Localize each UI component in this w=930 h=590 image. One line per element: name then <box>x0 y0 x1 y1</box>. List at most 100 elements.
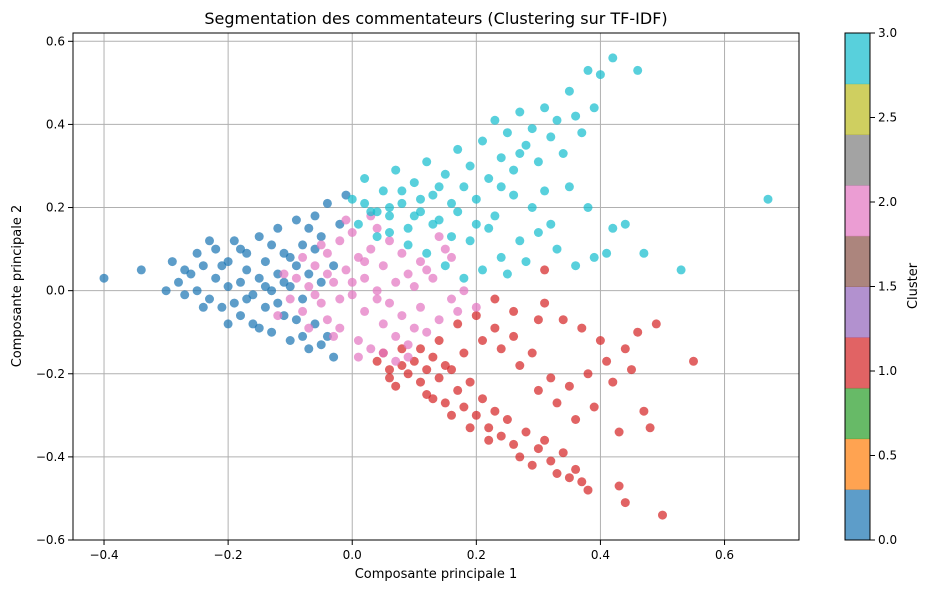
data-point-cluster-0 <box>322 198 332 208</box>
data-point-cluster-1 <box>620 498 630 508</box>
data-point-cluster-3 <box>459 182 469 192</box>
data-point-cluster-3 <box>527 124 537 134</box>
data-point-cluster-3 <box>447 198 456 208</box>
data-point-cluster-1 <box>403 369 413 379</box>
data-point-cluster-2 <box>378 261 388 271</box>
data-point-cluster-1 <box>385 365 394 375</box>
data-point-cluster-3 <box>347 194 357 204</box>
x-tick-label: 0.6 <box>715 548 734 562</box>
data-point-cluster-1 <box>540 435 550 445</box>
data-point-cluster-3 <box>608 53 618 63</box>
data-point-cluster-3 <box>589 103 599 113</box>
x-axis-ticks: −0.4 −0.2 0.0 0.2 0.4 0.6 <box>89 540 734 562</box>
colorbar-segment <box>845 438 870 490</box>
data-point-cluster-3 <box>422 157 432 167</box>
data-point-cluster-2 <box>316 298 326 308</box>
data-point-cluster-1 <box>440 398 450 408</box>
data-point-cluster-3 <box>552 115 562 125</box>
data-point-cluster-3 <box>490 115 500 125</box>
data-point-cluster-3 <box>385 228 394 237</box>
data-point-cluster-2 <box>285 294 295 304</box>
data-point-cluster-0 <box>291 261 301 271</box>
data-point-cluster-3 <box>453 144 463 154</box>
data-point-cluster-2 <box>385 298 394 308</box>
data-point-cluster-1 <box>490 323 500 333</box>
data-point-cluster-2 <box>378 319 388 329</box>
data-point-cluster-3 <box>633 65 643 75</box>
data-point-cluster-3 <box>453 207 463 217</box>
data-point-cluster-3 <box>416 194 425 204</box>
data-point-cluster-1 <box>552 398 562 408</box>
data-point-cluster-2 <box>416 257 425 267</box>
data-point-cluster-3 <box>459 273 469 283</box>
data-point-cluster-3 <box>509 165 519 175</box>
data-point-cluster-1 <box>453 385 463 395</box>
data-point-cluster-0 <box>236 244 245 254</box>
data-point-cluster-0 <box>211 273 221 283</box>
data-point-cluster-0 <box>174 277 183 287</box>
data-point-cluster-3 <box>440 261 450 271</box>
colorbar-tick-label: 3.0 <box>878 26 897 40</box>
data-point-cluster-0 <box>254 273 264 283</box>
data-point-cluster-1 <box>391 381 401 391</box>
data-point-cluster-2 <box>335 294 345 304</box>
data-point-cluster-3 <box>397 186 407 196</box>
data-point-cluster-1 <box>527 348 537 358</box>
data-point-cluster-0 <box>285 336 295 345</box>
data-point-cluster-1 <box>540 265 550 275</box>
x-tick-label: 0.2 <box>467 548 486 562</box>
data-point-cluster-2 <box>353 352 363 362</box>
data-point-cluster-0 <box>322 331 332 341</box>
data-point-cluster-2 <box>434 232 444 242</box>
data-point-cluster-2 <box>347 277 357 287</box>
data-point-cluster-1 <box>595 336 605 345</box>
data-point-cluster-0 <box>279 311 289 321</box>
data-point-cluster-2 <box>385 236 394 246</box>
data-point-cluster-1 <box>372 356 382 366</box>
data-point-cluster-0 <box>254 323 264 333</box>
y-tick-label: 0.4 <box>46 117 65 131</box>
data-point-cluster-2 <box>322 269 332 279</box>
colorbar-segment <box>845 235 870 287</box>
data-point-cluster-2 <box>403 269 413 279</box>
data-point-cluster-1 <box>658 510 667 520</box>
grid-lines <box>73 33 799 541</box>
data-point-cluster-2 <box>372 223 382 233</box>
data-point-cluster-2 <box>353 336 363 345</box>
data-point-cluster-2 <box>347 290 357 300</box>
data-point-cluster-2 <box>447 252 456 262</box>
data-point-cluster-1 <box>608 377 618 387</box>
data-point-cluster-3 <box>527 203 537 212</box>
data-point-cluster-2 <box>329 331 339 341</box>
data-point-cluster-3 <box>465 236 475 246</box>
data-point-cluster-0 <box>211 244 221 254</box>
colorbar-segment <box>845 134 870 186</box>
colorbar-tick-label: 2.5 <box>878 111 897 125</box>
data-point-cluster-0 <box>254 232 264 242</box>
colorbar-tick-label: 2.0 <box>878 195 897 209</box>
data-point-cluster-3 <box>595 70 605 80</box>
data-point-cluster-0 <box>167 257 177 267</box>
data-point-cluster-2 <box>366 344 376 354</box>
y-tick-label: −0.4 <box>36 450 65 464</box>
colorbar-segment <box>845 33 870 85</box>
data-point-cluster-2 <box>291 273 301 283</box>
data-point-cluster-1 <box>614 427 624 437</box>
data-point-cluster-2 <box>347 228 357 237</box>
data-point-cluster-1 <box>558 315 568 325</box>
data-point-cluster-0 <box>136 265 146 275</box>
data-point-cluster-0 <box>285 252 295 262</box>
data-point-cluster-0 <box>310 211 320 221</box>
data-point-cluster-2 <box>391 331 401 341</box>
data-point-cluster-3 <box>571 111 581 121</box>
y-axis-label: Composante principale 2 <box>10 205 25 368</box>
y-tick-label: 0.6 <box>46 34 65 48</box>
data-point-cluster-0 <box>273 223 283 233</box>
data-point-cluster-0 <box>273 269 283 279</box>
data-point-cluster-2 <box>322 248 332 258</box>
data-point-cluster-3 <box>484 174 494 183</box>
data-point-cluster-3 <box>502 128 512 138</box>
data-point-cluster-2 <box>273 311 283 321</box>
data-point-cluster-3 <box>533 157 543 167</box>
data-point-cluster-2 <box>304 282 314 291</box>
